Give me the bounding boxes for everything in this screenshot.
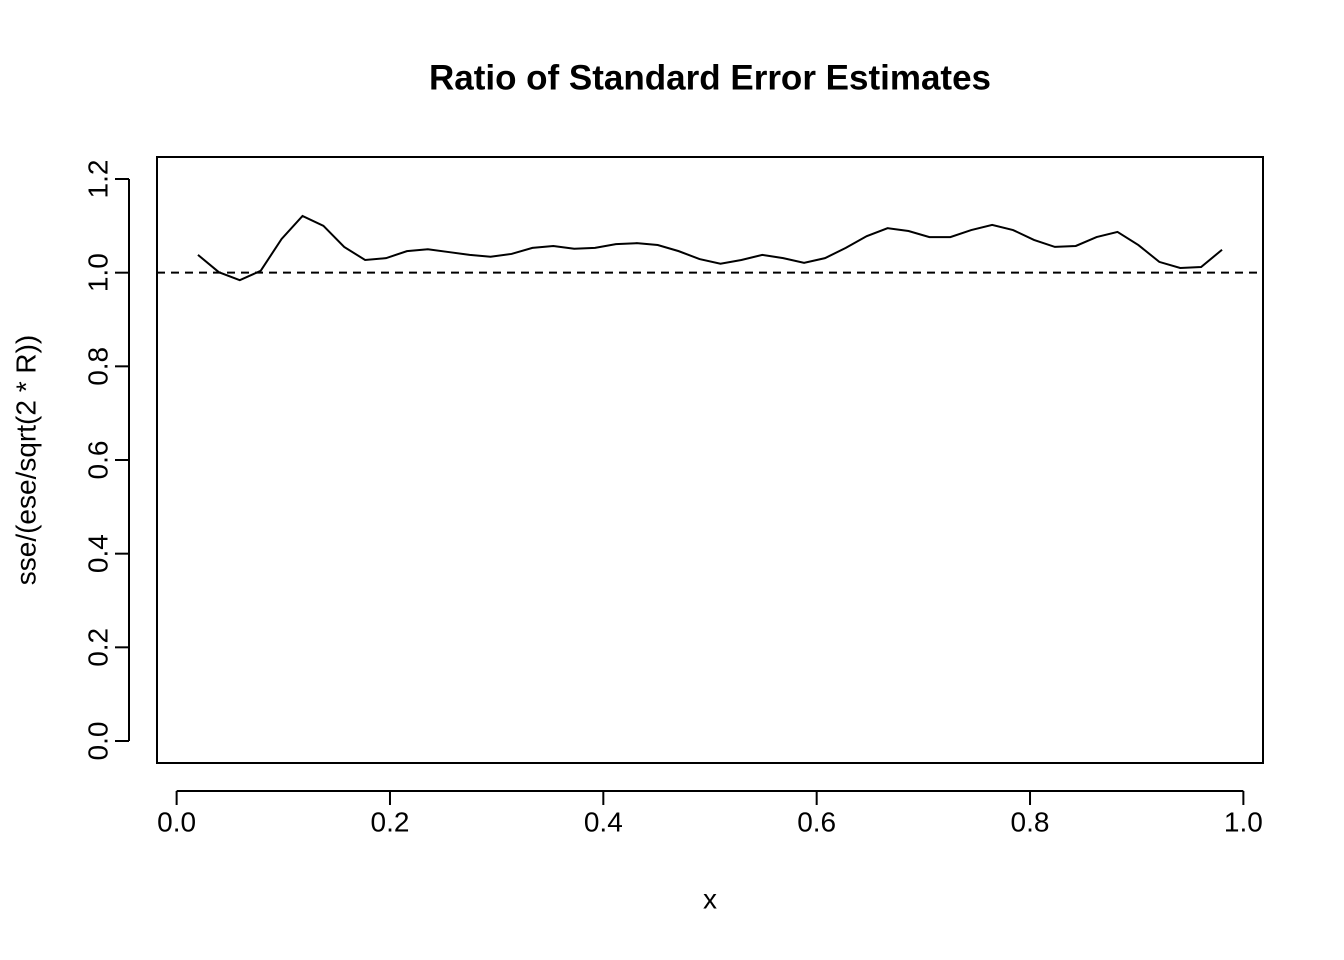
- y-tick-label: 0.0: [82, 722, 113, 761]
- y-tick-label: 1.0: [82, 253, 113, 292]
- y-tick-label: 0.4: [82, 534, 113, 573]
- plot-box: [156, 156, 1264, 764]
- y-tick-label: 0.2: [82, 628, 113, 667]
- x-axis-label: x: [703, 883, 717, 914]
- x-tick-label: 1.0: [1224, 806, 1263, 837]
- x-tick-label: 0.8: [1011, 806, 1050, 837]
- y-tick-label: 0.8: [82, 347, 113, 386]
- y-tick-label: 1.2: [82, 160, 113, 199]
- y-axis-label: sse/(ese/sqrt(2 * R)): [10, 335, 41, 586]
- y-tick-label: 0.6: [82, 441, 113, 480]
- x-tick-label: 0.0: [157, 806, 196, 837]
- data-line: [197, 214, 1223, 282]
- chart-title: Ratio of Standard Error Estimates: [429, 58, 991, 97]
- x-tick-label: 0.6: [797, 806, 836, 837]
- x-tick-label: 0.2: [371, 806, 410, 837]
- x-tick-label: 0.4: [584, 806, 623, 837]
